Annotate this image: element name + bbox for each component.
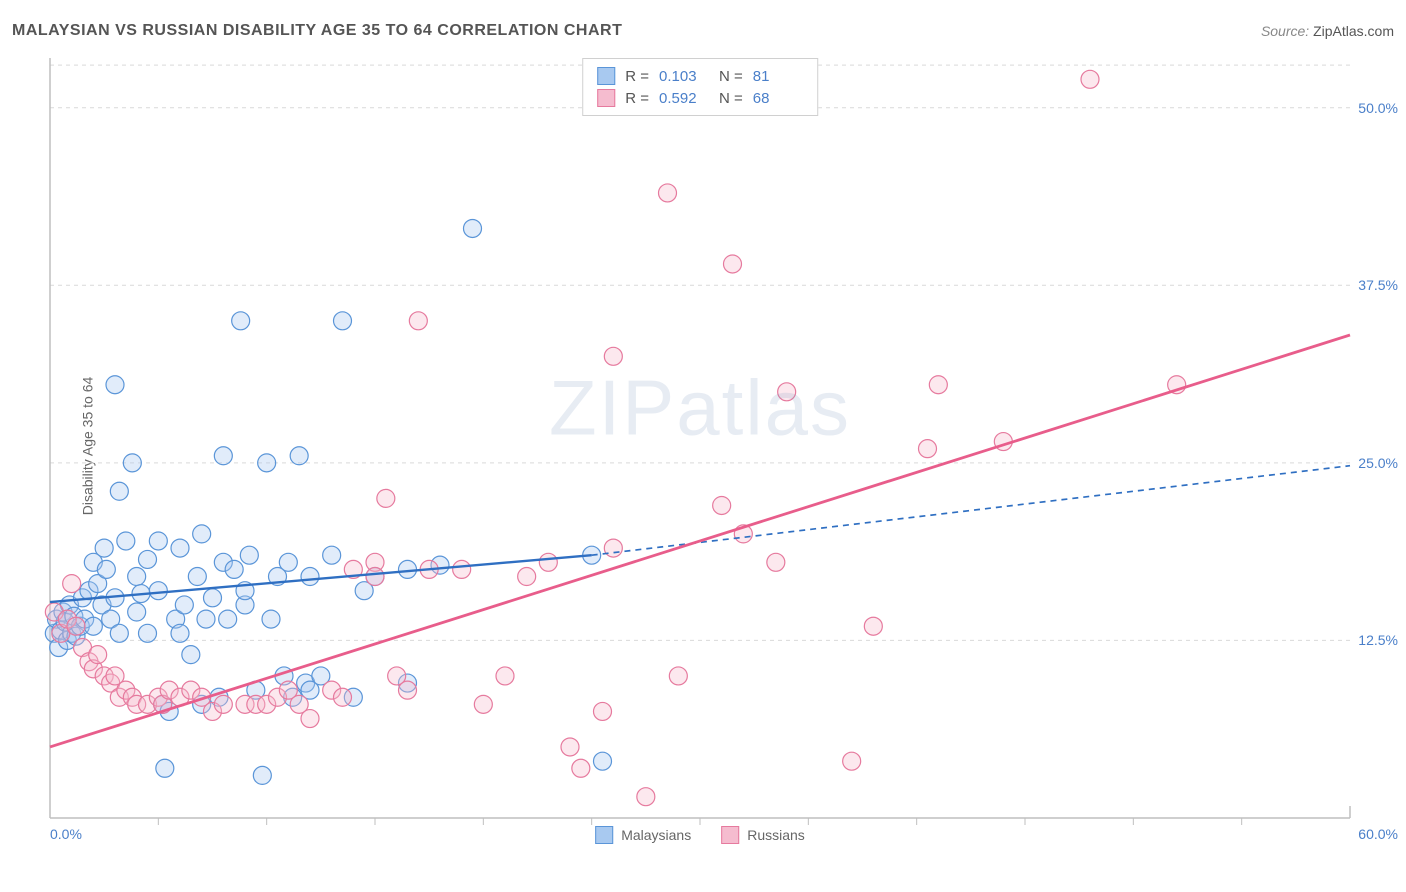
y-tick-label: 37.5% [1358,277,1398,293]
x-tick-end: 60.0% [1358,826,1398,842]
stats-legend-box: R = 0.103 N = 81 R = 0.592 N = 68 [582,58,818,116]
legend-item-malaysians: Malaysians [595,826,691,844]
r-value-russians: 0.592 [659,90,709,107]
source-value: ZipAtlas.com [1313,23,1394,39]
y-tick-label: 12.5% [1358,632,1398,648]
bottom-legend: Malaysians Russians [595,826,805,844]
r-label: R = [625,90,649,107]
swatch-russians [597,89,615,107]
x-tick-origin: 0.0% [50,826,82,842]
legend-label-malaysians: Malaysians [621,827,691,843]
swatch-malaysians [597,67,615,85]
chart-title: MALAYSIAN VS RUSSIAN DISABILITY AGE 35 T… [12,22,622,40]
header: MALAYSIAN VS RUSSIAN DISABILITY AGE 35 T… [12,22,1394,40]
stats-row-russians: R = 0.592 N = 68 [597,87,803,109]
chart-container: MALAYSIAN VS RUSSIAN DISABILITY AGE 35 T… [0,0,1406,892]
stats-row-malaysians: R = 0.103 N = 81 [597,65,803,87]
n-value-russians: 68 [753,90,803,107]
y-tick-label: 50.0% [1358,100,1398,116]
r-value-malaysians: 0.103 [659,68,709,85]
legend-label-russians: Russians [747,827,805,843]
scatter-svg [50,58,1350,818]
legend-swatch-russians [721,826,739,844]
source-attribution: Source: ZipAtlas.com [1261,23,1394,39]
n-label: N = [719,90,743,107]
legend-swatch-malaysians [595,826,613,844]
r-label: R = [625,68,649,85]
legend-item-russians: Russians [721,826,805,844]
n-label: N = [719,68,743,85]
n-value-malaysians: 81 [753,68,803,85]
y-tick-label: 25.0% [1358,455,1398,471]
plot-area: ZIPatlas R = 0.103 N = 81 R = 0.592 N = … [50,58,1350,818]
source-label: Source: [1261,23,1309,39]
